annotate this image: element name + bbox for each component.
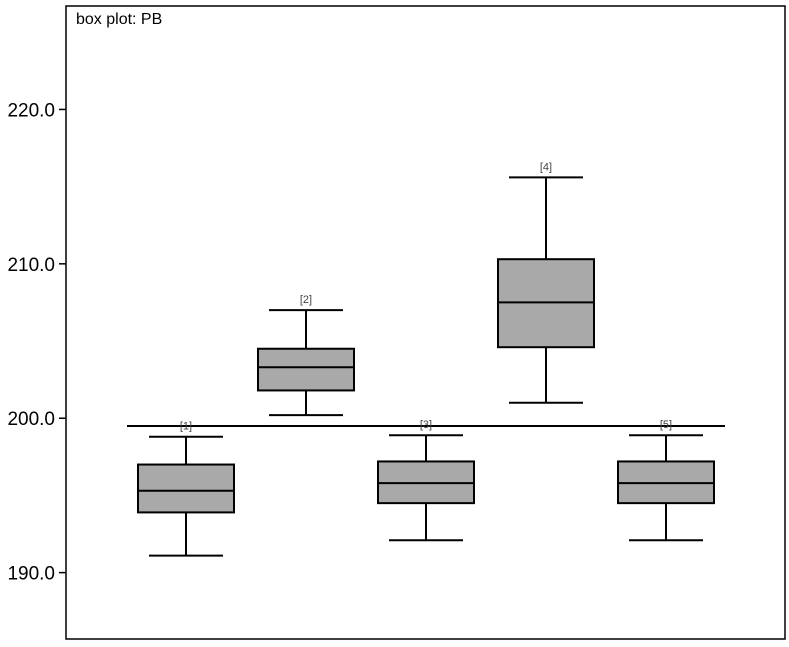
box-5: [5] [617, 419, 715, 542]
y-tick-label: 190.0 [7, 564, 55, 585]
box-2: [2] [257, 294, 355, 417]
y-axis: 190.0 200.0 210.0 220.0 [7, 100, 66, 585]
box-label: [2] [300, 294, 312, 306]
iqr-box [257, 347, 355, 392]
box-label: [4] [540, 161, 552, 173]
iqr-box [137, 463, 235, 514]
box-4: [4] [497, 161, 595, 404]
box-label: [5] [660, 419, 672, 431]
y-tick-label: 200.0 [7, 409, 55, 430]
chart-title: box plot: PB [76, 11, 162, 28]
boxes-group: [1] [2] [3] [4] [5] [137, 161, 715, 557]
box-label: [1] [180, 421, 192, 433]
box-1: [1] [137, 421, 235, 557]
y-tick-label: 210.0 [7, 255, 55, 276]
plot-frame [65, 5, 786, 640]
y-tick-label: 220.0 [7, 100, 55, 121]
box-3: [3] [377, 419, 475, 542]
box-label: [3] [420, 419, 432, 431]
